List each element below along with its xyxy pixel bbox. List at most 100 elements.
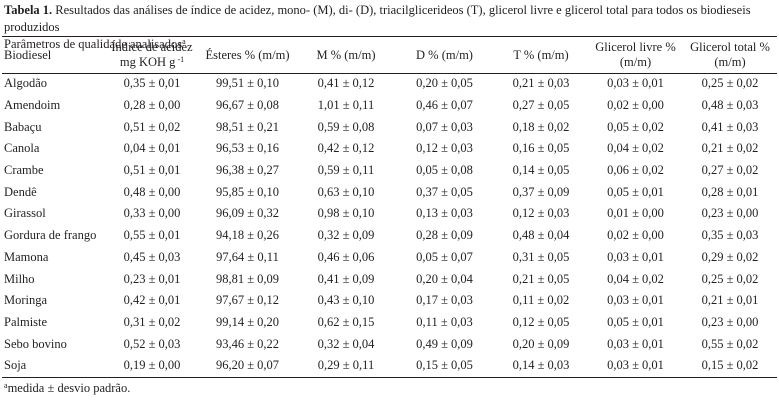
header-glicerol-total: Glicerol total % (m/m) bbox=[683, 37, 777, 73]
value-cell: 0,21 ± 0,03 bbox=[512, 76, 570, 91]
value-cell: 0,37 ± 0,09 bbox=[512, 184, 570, 199]
value-cell: 0,45 ± 0,03 bbox=[123, 249, 181, 264]
table-row: Sebo bovino 0,52 ± 0,03 93,46 ± 0,22 0,32 ±… bbox=[2, 333, 777, 355]
header-glicerol-total-line2: (m/m) bbox=[714, 55, 746, 69]
row-label-cell: Gordura de frango bbox=[4, 228, 97, 243]
row-label-cell: Girassol bbox=[4, 206, 46, 221]
value-cell: 0,41 ± 0,09 bbox=[317, 271, 375, 286]
value-cell: 0,59 ± 0,11 bbox=[317, 163, 375, 178]
table-row: Canola 0,04 ± 0,01 96,53 ± 0,16 0,42 ± 0,12… bbox=[2, 138, 777, 160]
value-cell: 0,07 ± 0,03 bbox=[416, 119, 473, 134]
value-cell: 0,05 ± 0,01 bbox=[607, 314, 664, 329]
header-esteres: Ésteres % (m/m) bbox=[205, 47, 290, 62]
value-cell: 0,51 ± 0,01 bbox=[123, 163, 181, 178]
value-cell: 0,28 ± 0,01 bbox=[701, 184, 759, 199]
value-cell: 96,09 ± 0,32 bbox=[215, 206, 280, 221]
value-cell: 0,27 ± 0,02 bbox=[701, 163, 759, 178]
value-cell: 0,23 ± 0,00 bbox=[701, 206, 759, 221]
caption-text: Resultados das análises de índice de aci… bbox=[4, 3, 751, 34]
table-row: Moringa 0,42 ± 0,01 97,67 ± 0,12 0,43 ± 0,1… bbox=[2, 290, 777, 312]
value-cell: 0,15 ± 0,05 bbox=[416, 358, 473, 373]
header-glicerol-livre-line2: (m/m) bbox=[619, 55, 652, 69]
header-acidez: Índice de acidez mg KOH g -1 bbox=[106, 37, 198, 73]
value-cell: 0,14 ± 0,03 bbox=[512, 358, 570, 373]
row-label-cell: Babaçu bbox=[4, 119, 42, 134]
value-cell: 0,25 ± 0,02 bbox=[701, 76, 759, 91]
value-cell: 0,49 ± 0,09 bbox=[416, 336, 473, 351]
value-cell: 0,21 ± 0,05 bbox=[512, 271, 570, 286]
value-cell: 0,23 ± 0,01 bbox=[123, 271, 181, 286]
row-label-cell: Canola bbox=[4, 141, 40, 156]
header-glicerol-total-line1: Glicerol total % bbox=[690, 40, 770, 54]
header-row: Biodiesel Índice de acidez mg KOH g -1 És… bbox=[2, 37, 777, 73]
table-row: Babaçu 0,51 ± 0,02 98,51 ± 0,21 0,59 ± 0,08… bbox=[2, 116, 777, 138]
value-cell: 0,29 ± 0,02 bbox=[701, 249, 759, 264]
value-cell: 0,28 ± 0,00 bbox=[123, 98, 181, 113]
value-cell: 0,03 ± 0,01 bbox=[607, 76, 664, 91]
value-cell: 0,27 ± 0,05 bbox=[512, 98, 570, 113]
table-row: Dendê 0,48 ± 0,00 95,85 ± 0,10 0,63 ± 0,10 0… bbox=[2, 181, 777, 203]
value-cell: 0,41 ± 0,03 bbox=[701, 119, 759, 134]
value-cell: 93,46 ± 0,22 bbox=[215, 336, 280, 351]
table-row: Algodão 0,35 ± 0,01 99,51 ± 0,10 0,41 ± 0,1… bbox=[2, 73, 777, 95]
value-cell: 0,03 ± 0,01 bbox=[607, 249, 664, 264]
table-row: Milho 0,23 ± 0,01 98,81 ± 0,09 0,41 ± 0,09 0… bbox=[2, 268, 777, 290]
table-row: Palmiste 0,31 ± 0,02 99,14 ± 0,20 0,62 ± 0,… bbox=[2, 312, 777, 334]
value-cell: 0,32 ± 0,04 bbox=[317, 336, 375, 351]
value-cell: 0,03 ± 0,01 bbox=[607, 336, 664, 351]
row-label-cell: Milho bbox=[4, 271, 35, 286]
row-label-cell: Moringa bbox=[4, 293, 48, 308]
header-glicerol-livre: Glicerol livre % (m/m) bbox=[588, 37, 683, 73]
value-cell: 0,12 ± 0,03 bbox=[416, 141, 473, 156]
value-cell: 0,46 ± 0,07 bbox=[416, 98, 473, 113]
value-cell: 0,37 ± 0,05 bbox=[416, 184, 473, 199]
value-cell: 0,03 ± 0,01 bbox=[607, 293, 664, 308]
value-cell: 0,42 ± 0,12 bbox=[317, 141, 375, 156]
value-cell: 0,16 ± 0,05 bbox=[512, 141, 570, 156]
footnote-text: medida ± desvio padrão. bbox=[7, 381, 131, 395]
value-cell: 0,01 ± 0,00 bbox=[607, 206, 664, 221]
value-cell: 0,14 ± 0,05 bbox=[512, 163, 570, 178]
value-cell: 0,04 ± 0,02 bbox=[607, 271, 664, 286]
value-cell: 0,05 ± 0,08 bbox=[416, 163, 473, 178]
table-body: Algodão 0,35 ± 0,01 99,51 ± 0,10 0,41 ± 0,1… bbox=[2, 73, 777, 377]
value-cell: 94,18 ± 0,26 bbox=[215, 228, 280, 243]
table-row: Crambe 0,51 ± 0,01 96,38 ± 0,27 0,59 ± 0,11… bbox=[2, 160, 777, 182]
value-cell: 0,04 ± 0,02 bbox=[607, 141, 664, 156]
caption-label: Tabela 1. bbox=[4, 3, 53, 17]
header-acidez-line1: Índice de acidez bbox=[111, 40, 193, 54]
value-cell: 0,48 ± 0,00 bbox=[123, 184, 181, 199]
value-cell: 0,13 ± 0,03 bbox=[416, 206, 473, 221]
caption-subtitle: Parâmetros de qualidade analisados bbox=[4, 37, 183, 51]
value-cell: 0,33 ± 0,00 bbox=[123, 206, 181, 221]
value-cell: 0,51 ± 0,02 bbox=[123, 119, 181, 134]
value-cell: 0,59 ± 0,08 bbox=[317, 119, 375, 134]
bottom-rule bbox=[2, 377, 777, 378]
value-cell: 0,41 ± 0,12 bbox=[317, 76, 375, 91]
header-d: D % (m/m) bbox=[416, 47, 473, 62]
value-cell: 0,31 ± 0,05 bbox=[512, 249, 570, 264]
row-label-cell: Amendoim bbox=[4, 98, 61, 113]
value-cell: 98,51 ± 0,21 bbox=[215, 119, 280, 134]
value-cell: 0,05 ± 0,01 bbox=[607, 184, 664, 199]
value-cell: 0,62 ± 0,15 bbox=[317, 314, 375, 329]
table-row: Girassol 0,33 ± 0,00 96,09 ± 0,32 0,98 ± 0,… bbox=[2, 203, 777, 225]
row-label-cell: Soja bbox=[4, 358, 27, 373]
value-cell: 95,85 ± 0,10 bbox=[215, 184, 280, 199]
value-cell: 0,35 ± 0,01 bbox=[123, 76, 181, 91]
row-label-cell: Sebo bovino bbox=[4, 336, 67, 351]
value-cell: 0,05 ± 0,07 bbox=[416, 249, 473, 264]
value-cell: 0,06 ± 0,02 bbox=[607, 163, 664, 178]
value-cell: 96,38 ± 0,27 bbox=[215, 163, 280, 178]
header-glicerol-livre-line1: Glicerol livre % bbox=[595, 40, 676, 54]
value-cell: 99,14 ± 0,20 bbox=[215, 314, 280, 329]
value-cell: 0,23 ± 0,00 bbox=[701, 314, 759, 329]
value-cell: 0,11 ± 0,03 bbox=[416, 314, 473, 329]
value-cell: 0,55 ± 0,01 bbox=[123, 228, 181, 243]
value-cell: 0,63 ± 0,10 bbox=[317, 184, 375, 199]
header-acidez-line2: mg KOH g bbox=[119, 55, 176, 69]
header-biodiesel: Biodiesel bbox=[4, 47, 52, 62]
row-label-cell: Crambe bbox=[4, 163, 44, 178]
value-cell: 0,18 ± 0,02 bbox=[512, 119, 570, 134]
